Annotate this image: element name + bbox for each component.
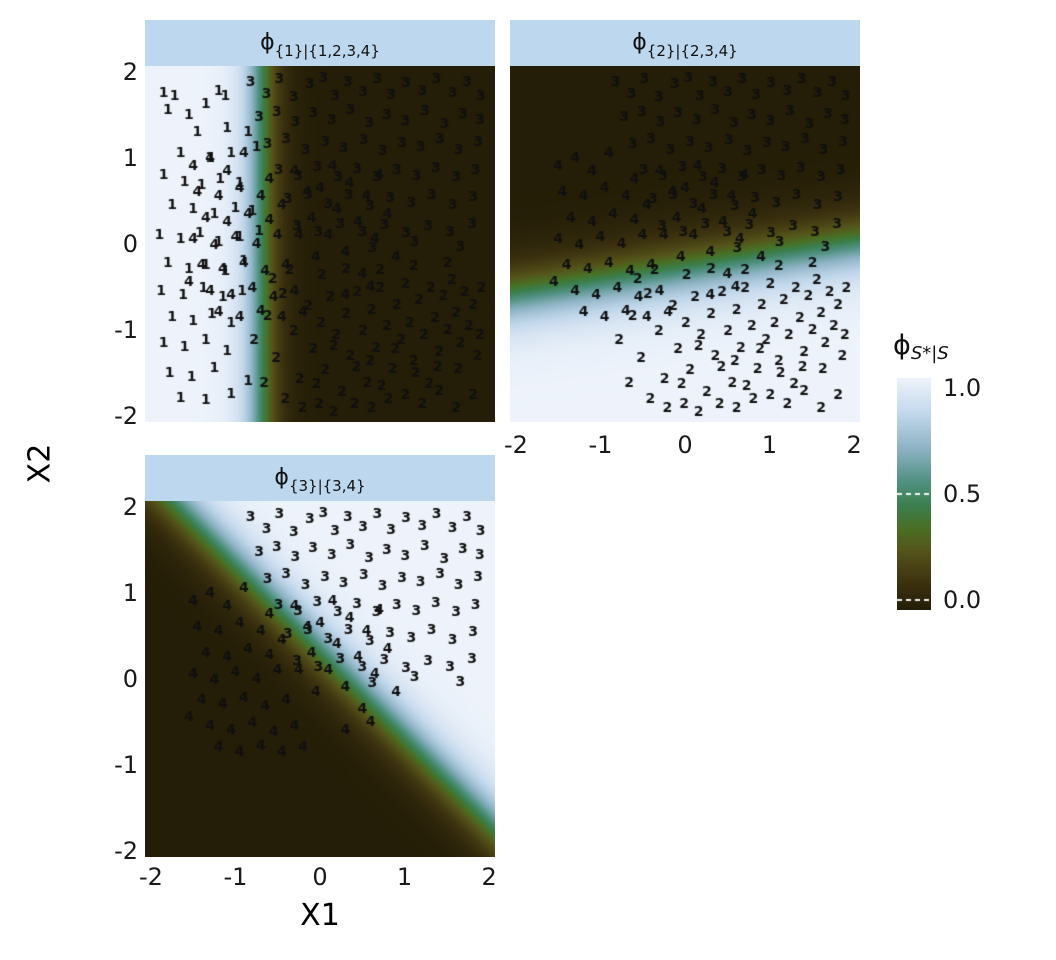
x-axis-ticks-top-right: -2 -1 0 1 2 xyxy=(504,430,862,462)
axis-tick-label: -1 xyxy=(223,863,248,891)
phi-symbol: ϕ xyxy=(274,464,289,490)
heatmap-panel-2 xyxy=(510,66,860,422)
y-axis-title: X2 xyxy=(22,443,58,484)
facet-strip-2: ϕ{2}|{2,3,4} xyxy=(510,20,860,66)
colorbar xyxy=(897,378,931,610)
axis-tick-label: -2 xyxy=(503,431,528,459)
axis-tick-label: 0 xyxy=(312,863,328,891)
x-axis-title: X1 xyxy=(300,898,340,933)
axis-tick-label: -2 xyxy=(138,863,163,891)
axis-tick-label: 1 xyxy=(761,431,778,459)
axis-tick-label: 1.0 xyxy=(943,374,982,402)
legend-title: ϕS*|S xyxy=(893,330,949,364)
axis-tick-label: 0.0 xyxy=(943,586,982,614)
y-axis-ticks-bottom-left: 2 1 0 -1 -2 xyxy=(88,493,138,865)
y-axis-ticks-top-left: 2 1 0 -1 -2 xyxy=(88,58,138,430)
x-axis-ticks-bottom-left: -2 -1 0 1 2 xyxy=(139,862,497,894)
phi-symbol: ϕ xyxy=(260,29,275,55)
axis-tick-label: 0 xyxy=(677,431,693,459)
facet-title-3: ϕ{3}|{3,4} xyxy=(274,464,366,496)
axis-tick-label: 2 xyxy=(846,431,862,459)
axis-tick-label: 0 xyxy=(122,665,138,693)
axis-tick-label: -1 xyxy=(114,315,138,344)
axis-tick-label: 0.5 xyxy=(943,480,982,508)
axis-tick-label: 2 xyxy=(122,493,138,522)
heatmap-panel-1 xyxy=(145,66,495,422)
axis-tick-label: -2 xyxy=(114,836,138,865)
axis-tick-label: -1 xyxy=(114,750,138,779)
legend-tick-labels: 1.0 0.5 0.0 xyxy=(943,374,1013,614)
facet-strip-1: ϕ{1}|{1,2,3,4} xyxy=(145,20,495,66)
facet-strip-3: ϕ{3}|{3,4} xyxy=(145,455,495,501)
facet-title-1: ϕ{1}|{1,2,3,4} xyxy=(260,29,380,61)
heatmap-panel-3 xyxy=(145,501,495,857)
axis-tick-label: 2 xyxy=(481,863,497,891)
axis-tick-label: 0 xyxy=(122,230,138,258)
axis-tick-label: -1 xyxy=(588,431,613,459)
facet-title-2: ϕ{2}|{2,3,4} xyxy=(632,29,738,61)
axis-tick-label: 2 xyxy=(122,58,138,87)
phi-symbol: ϕ xyxy=(893,330,911,361)
axis-tick-label: 1 xyxy=(122,144,138,172)
axis-tick-label: -2 xyxy=(114,401,138,430)
phi-symbol: ϕ xyxy=(632,29,647,55)
axis-tick-label: 1 xyxy=(122,579,138,607)
axis-tick-label: 1 xyxy=(396,863,413,891)
